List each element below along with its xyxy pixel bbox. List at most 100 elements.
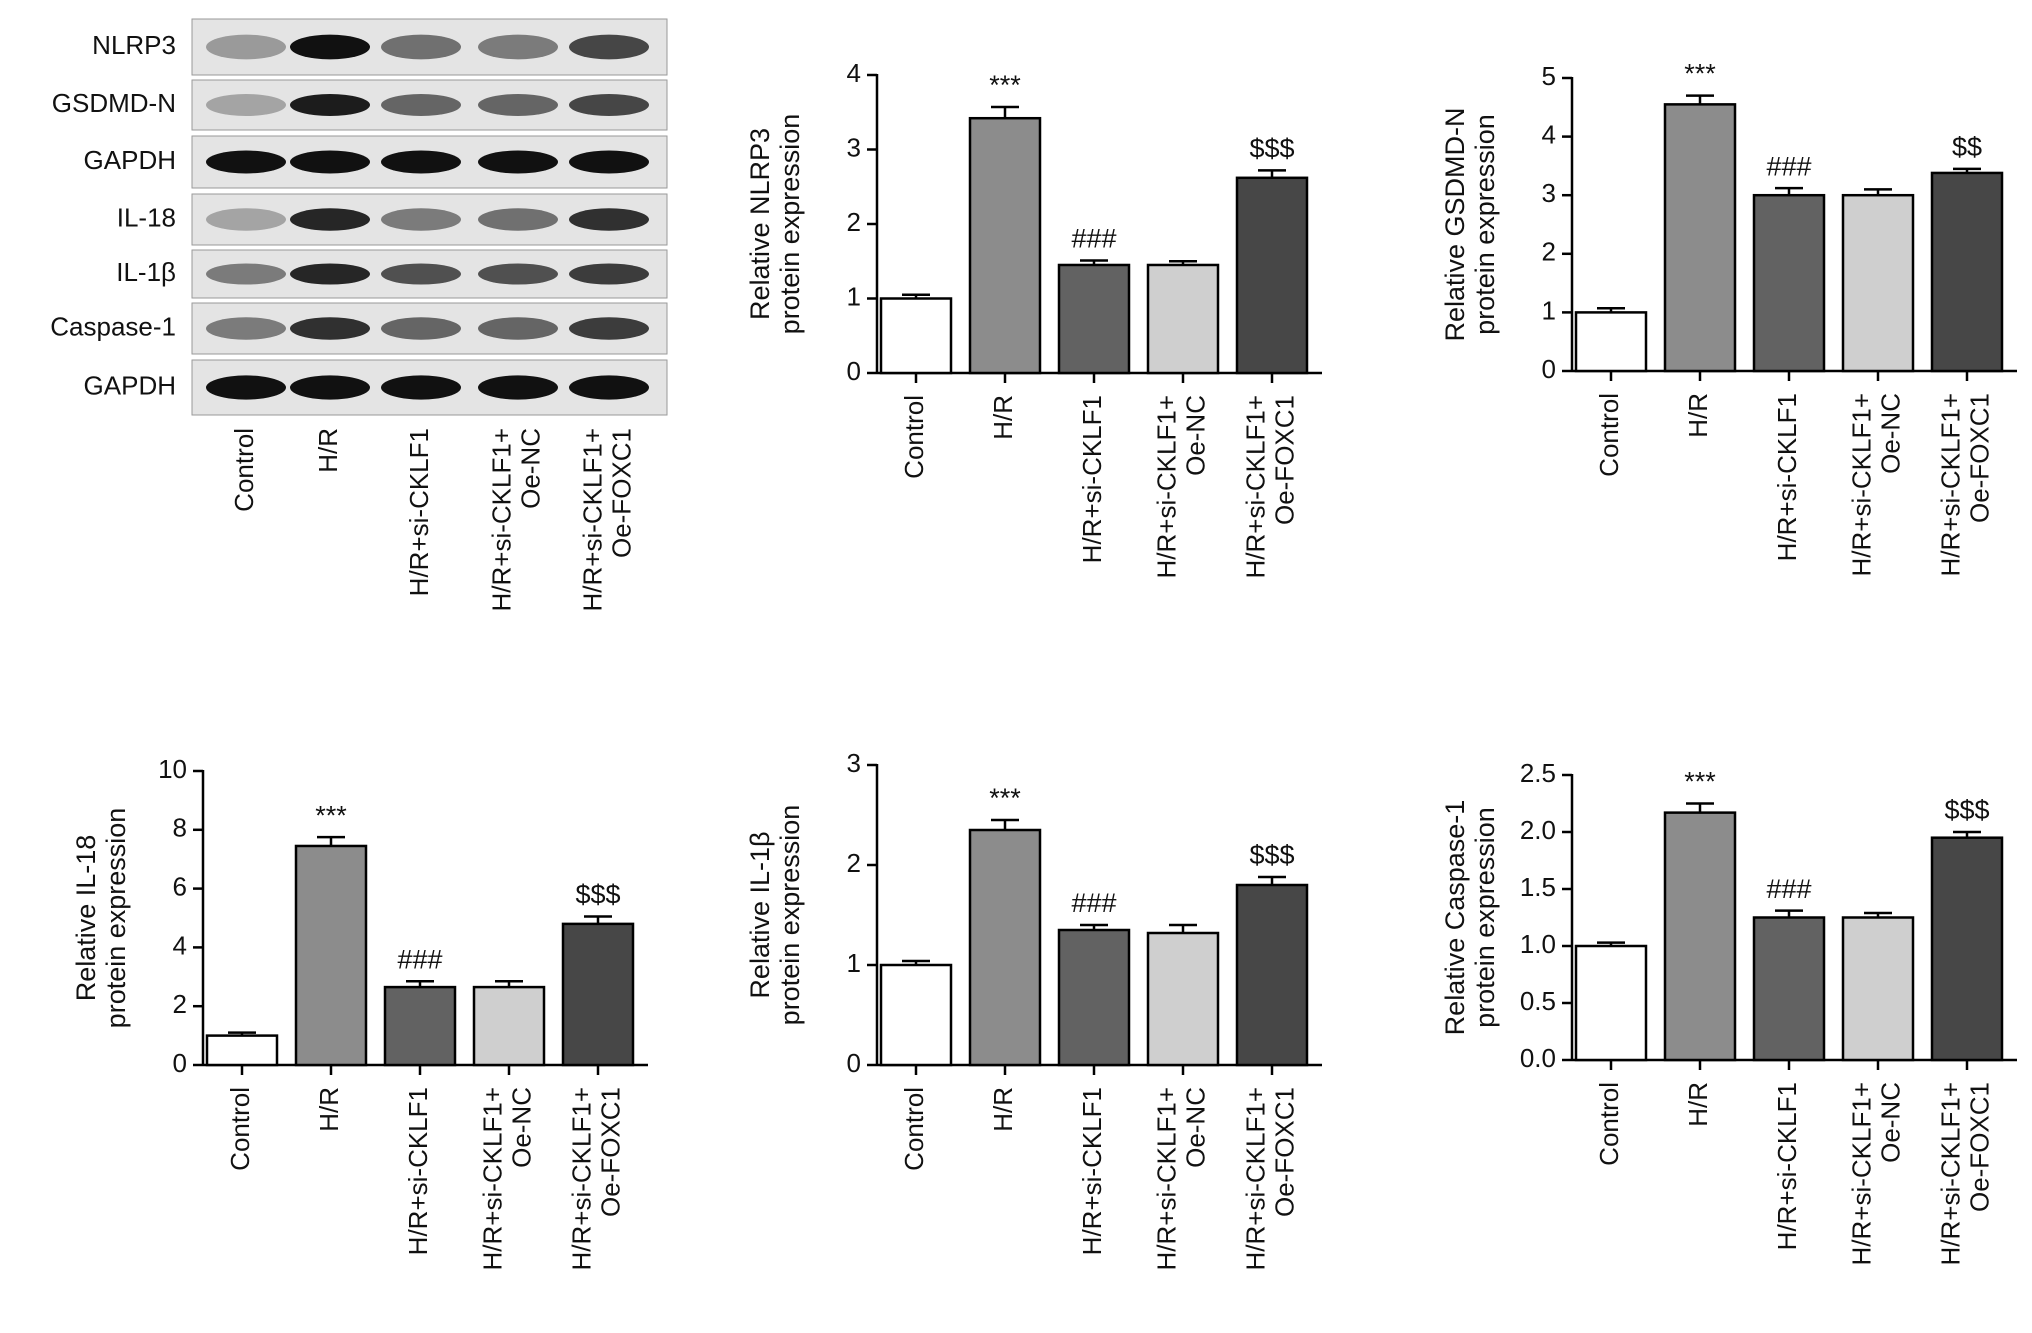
annotation: ### <box>397 944 442 974</box>
blot-band <box>206 34 286 60</box>
blot-band <box>206 317 286 340</box>
bar <box>1235 883 1309 1067</box>
annotation: $$ <box>1952 132 1982 162</box>
y-axis-label: Relative Caspase-1protein expression <box>1440 800 1500 1036</box>
bar <box>1663 811 1737 1062</box>
annotation: ### <box>1071 224 1116 254</box>
y-tick-label: 1 <box>1542 295 1556 325</box>
annotation: $$$ <box>575 880 620 910</box>
blot-row-label: IL-1β <box>116 257 176 287</box>
y-tick-label: 3 <box>1542 178 1556 208</box>
x-tick-label: Control <box>225 1087 255 1171</box>
blot-band <box>381 317 461 340</box>
annotation: $$$ <box>1249 840 1294 870</box>
bar <box>1574 944 1648 1062</box>
x-tick-label: H/R+si-CKLF1+Oe-NC <box>1846 393 1905 577</box>
blot-band <box>381 34 461 60</box>
annotation: *** <box>1684 767 1716 797</box>
bar <box>1146 263 1220 375</box>
blot-band <box>290 94 370 116</box>
bar <box>1235 176 1309 375</box>
x-tick-label: H/R <box>988 395 1018 440</box>
bar <box>1752 193 1826 373</box>
blot-band <box>569 150 649 174</box>
blot-band <box>381 94 461 116</box>
bar <box>1574 311 1648 373</box>
bar <box>472 985 546 1067</box>
y-tick-label: 4 <box>1542 119 1556 149</box>
y-tick-label: 1 <box>847 948 861 978</box>
blot-row-label: GSDMD-N <box>52 88 176 118</box>
bar <box>1841 916 1915 1062</box>
y-tick-label: 2.0 <box>1520 815 1556 845</box>
blot-lane-label: H/R <box>313 428 343 473</box>
x-tick-label: H/R+si-CKLF1 <box>1077 395 1107 563</box>
bar <box>205 1034 279 1067</box>
x-tick-label: Control <box>1594 1082 1624 1166</box>
y-tick-label: 3 <box>847 748 861 778</box>
blot-band <box>206 94 286 116</box>
blot-band <box>290 317 370 340</box>
bar <box>968 116 1042 375</box>
blot-row-label: IL-18 <box>117 202 176 232</box>
y-tick-label: 4 <box>173 930 187 960</box>
bar <box>294 844 368 1067</box>
x-tick-label: Control <box>899 1087 929 1171</box>
bar <box>1841 193 1915 373</box>
blot-lane-label: H/R+si-CKLF1+Oe-FOXC1 <box>577 428 636 612</box>
x-tick-label: H/R <box>1683 393 1713 438</box>
blot-lane-label: Control <box>229 428 259 512</box>
annotation: *** <box>989 783 1021 813</box>
y-tick-label: 4 <box>847 58 861 88</box>
y-tick-label: 2 <box>847 848 861 878</box>
x-tick-label: Control <box>899 395 929 479</box>
x-tick-label: H/R+si-CKLF1+Oe-NC <box>1151 1087 1210 1271</box>
y-tick-label: 0.5 <box>1520 986 1556 1016</box>
x-tick-label: H/R+si-CKLF1 <box>1077 1087 1107 1255</box>
blot-band <box>206 150 286 174</box>
x-tick-label: H/R <box>988 1087 1018 1132</box>
blot-band <box>569 263 649 285</box>
y-axis-label: Relative GSDMD-Nprotein expression <box>1440 107 1500 341</box>
x-tick-label: H/R <box>1683 1082 1713 1127</box>
y-tick-label: 2 <box>173 989 187 1019</box>
x-tick-label: H/R <box>314 1087 344 1132</box>
y-tick-label: 0 <box>173 1048 187 1078</box>
blot-lane-label: H/R+si-CKLF1+Oe-NC <box>486 428 545 612</box>
bar <box>968 828 1042 1067</box>
y-axis-label: Relative IL-1βprotein expression <box>745 805 805 1026</box>
blot-band <box>478 263 558 285</box>
blot-band <box>478 34 558 60</box>
y-tick-label: 0 <box>847 356 861 386</box>
annotation: $$$ <box>1944 795 1989 825</box>
blot-band <box>290 375 370 400</box>
y-tick-label: 6 <box>173 871 187 901</box>
y-tick-label: 0.0 <box>1520 1043 1556 1073</box>
x-tick-label: H/R+si-CKLF1+Oe-FOXC1 <box>566 1087 625 1271</box>
blot-row-label: NLRP3 <box>92 30 176 60</box>
annotation: ### <box>1071 888 1116 918</box>
blot-band <box>569 208 649 231</box>
bar <box>1663 103 1737 373</box>
x-tick-label: H/R+si-CKLF1 <box>1772 393 1802 561</box>
blot-band <box>290 263 370 285</box>
x-tick-label: H/R+si-CKLF1+Oe-NC <box>1846 1082 1905 1266</box>
y-tick-label: 2.5 <box>1520 758 1556 788</box>
blot-band <box>478 150 558 174</box>
y-tick-label: 1.0 <box>1520 929 1556 959</box>
blot-row-label: GAPDH <box>84 145 176 175</box>
x-tick-label: H/R+si-CKLF1+Oe-FOXC1 <box>1240 395 1299 579</box>
y-tick-label: 1 <box>847 281 861 311</box>
annotation: ### <box>1766 151 1811 181</box>
bar <box>1930 836 2004 1062</box>
y-tick-label: 2 <box>1542 237 1556 267</box>
blot-band <box>478 375 558 400</box>
bar <box>1057 263 1131 375</box>
x-tick-label: H/R+si-CKLF1 <box>1772 1082 1802 1250</box>
bar <box>1057 928 1131 1067</box>
blot-band <box>381 375 461 400</box>
bar <box>1146 931 1220 1067</box>
y-tick-label: 0 <box>1542 354 1556 384</box>
annotation: *** <box>989 70 1021 100</box>
y-axis-label: Relative IL-18protein expression <box>71 808 131 1029</box>
